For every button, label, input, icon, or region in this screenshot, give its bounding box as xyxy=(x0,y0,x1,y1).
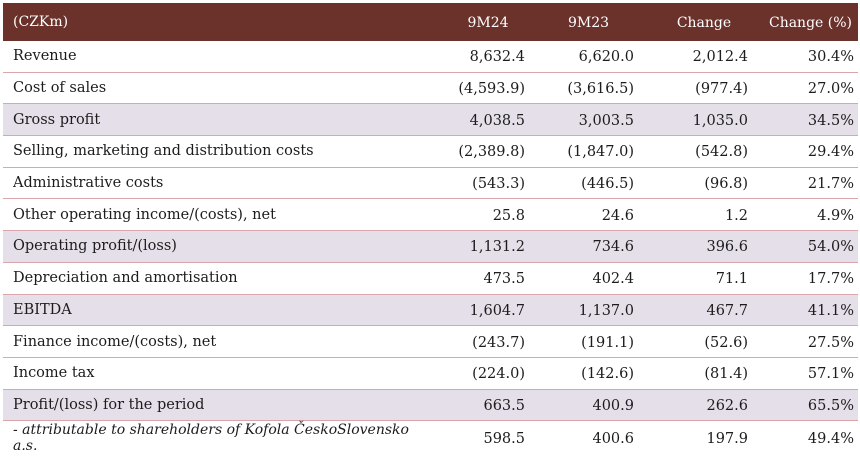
income-statement-table: (CZKm) 9M24 9M23 Change Change (%) Reven… xyxy=(3,3,858,455)
value-9m24: (224.0) xyxy=(472,366,525,383)
table-row-attributable-to-shareholders: - attributable to shareholders of Kofola… xyxy=(3,421,858,455)
header-9m23: 9M23 xyxy=(567,15,610,31)
value-9m23: (191.1) xyxy=(581,334,634,351)
value-9m24: (4,593.9) xyxy=(458,81,525,98)
table-row-depreciation: Depreciation and amortisation 473.5 402.… xyxy=(3,263,858,295)
value-9m24: (243.7) xyxy=(472,334,525,351)
value-9m23: 1,137.0 xyxy=(578,302,634,319)
value-9m24: 663.5 xyxy=(483,397,525,414)
value-9m23: (142.6) xyxy=(581,366,634,383)
row-label: Cost of sales xyxy=(13,80,107,97)
row-label: Other operating income/(costs), net xyxy=(13,206,276,223)
value-9m23: 400.9 xyxy=(592,397,634,414)
table-row-operating-profit: Operating profit/(loss) 1,131.2 734.6 39… xyxy=(3,231,858,263)
row-label: Gross profit xyxy=(13,111,101,128)
value-9m23: 6,620.0 xyxy=(578,49,634,66)
value-9m23: 400.6 xyxy=(592,431,634,448)
value-9m24: (2,389.8) xyxy=(458,144,525,161)
value-change: (52.6) xyxy=(704,334,748,351)
value-9m24: 8,632.4 xyxy=(469,49,525,66)
value-9m23: 24.6 xyxy=(601,207,634,224)
value-9m23: (3,616.5) xyxy=(567,81,634,98)
row-label: Operating profit/(loss) xyxy=(13,238,177,255)
table-header-row: (CZKm) 9M24 9M23 Change Change (%) xyxy=(3,3,858,41)
header-change-percent: Change (%) xyxy=(768,15,852,31)
row-label: Revenue xyxy=(13,48,77,65)
table-row-cost-of-sales: Cost of sales (4,593.9) (3,616.5) (977.4… xyxy=(3,73,858,105)
value-change: 396.6 xyxy=(706,239,748,256)
value-change: (81.4) xyxy=(704,366,748,383)
value-9m24: 1,131.2 xyxy=(469,239,525,256)
value-change-percent: 30.4% xyxy=(807,49,854,66)
value-change-percent: 27.5% xyxy=(807,334,854,351)
value-change: (542.8) xyxy=(695,144,748,161)
value-change-percent: 17.7% xyxy=(807,271,854,288)
value-9m24: 4,038.5 xyxy=(469,112,525,129)
value-9m23: (446.5) xyxy=(581,176,634,193)
value-change: 467.7 xyxy=(706,302,748,319)
value-change: 197.9 xyxy=(706,431,748,448)
table-row-administrative-costs: Administrative costs (543.3) (446.5) (96… xyxy=(3,168,858,200)
table-row-gross-profit: Gross profit 4,038.5 3,003.5 1,035.0 34.… xyxy=(3,104,858,137)
value-9m24: 598.5 xyxy=(483,431,525,448)
value-change: 2,012.4 xyxy=(692,49,748,66)
value-9m23: 734.6 xyxy=(592,239,634,256)
value-9m24: (543.3) xyxy=(472,176,525,193)
value-change-percent: 54.0% xyxy=(807,239,854,256)
table-row-selling-costs: Selling, marketing and distribution cost… xyxy=(3,136,858,168)
value-change-percent: 41.1% xyxy=(807,302,854,319)
value-change: (977.4) xyxy=(695,81,748,98)
row-label: EBITDA xyxy=(13,301,72,318)
row-label: Income tax xyxy=(13,365,95,382)
value-change: 262.6 xyxy=(706,397,748,414)
row-label: - attributable to shareholders of Kofola… xyxy=(13,422,409,455)
value-9m23: 402.4 xyxy=(592,271,634,288)
value-change-percent: 21.7% xyxy=(807,176,854,193)
row-label: Selling, marketing and distribution cost… xyxy=(13,143,314,160)
value-9m24: 25.8 xyxy=(492,207,525,224)
value-9m23: 3,003.5 xyxy=(578,112,634,129)
value-change-percent: 49.4% xyxy=(807,431,854,448)
value-change-percent: 27.0% xyxy=(807,81,854,98)
value-change: 1,035.0 xyxy=(692,112,748,129)
value-change: 71.1 xyxy=(715,271,748,288)
row-label: Profit/(loss) for the period xyxy=(13,396,205,413)
value-change-percent: 57.1% xyxy=(807,366,854,383)
header-9m24: 9M24 xyxy=(467,15,509,31)
value-change-percent: 65.5% xyxy=(807,397,854,414)
table-row-ebitda: EBITDA 1,604.7 1,137.0 467.7 41.1% xyxy=(3,294,858,327)
value-9m23: (1,847.0) xyxy=(567,144,634,161)
row-label: Finance income/(costs), net xyxy=(13,333,217,350)
table-row-other-operating: Other operating income/(costs), net 25.8… xyxy=(3,199,858,232)
table-row-income-tax: Income tax (224.0) (142.6) (81.4) 57.1% xyxy=(3,358,858,390)
value-change-percent: 29.4% xyxy=(807,144,854,161)
value-change: 1.2 xyxy=(724,207,748,224)
row-label: Administrative costs xyxy=(13,175,164,192)
table-row-finance-income: Finance income/(costs), net (243.7) (191… xyxy=(3,326,858,358)
value-change-percent: 4.9% xyxy=(817,207,854,224)
value-change-percent: 34.5% xyxy=(807,112,854,129)
value-9m24: 1,604.7 xyxy=(469,302,525,319)
table-row-profit-for-period: Profit/(loss) for the period 663.5 400.9… xyxy=(3,389,858,422)
header-change: Change xyxy=(676,15,732,31)
header-currency-unit: (CZKm) xyxy=(13,14,69,30)
value-9m24: 473.5 xyxy=(483,271,525,288)
value-change: (96.8) xyxy=(704,176,748,193)
table-row-revenue: Revenue 8,632.4 6,620.0 2,012.4 30.4% xyxy=(3,41,858,73)
row-label: Depreciation and amortisation xyxy=(13,270,238,287)
